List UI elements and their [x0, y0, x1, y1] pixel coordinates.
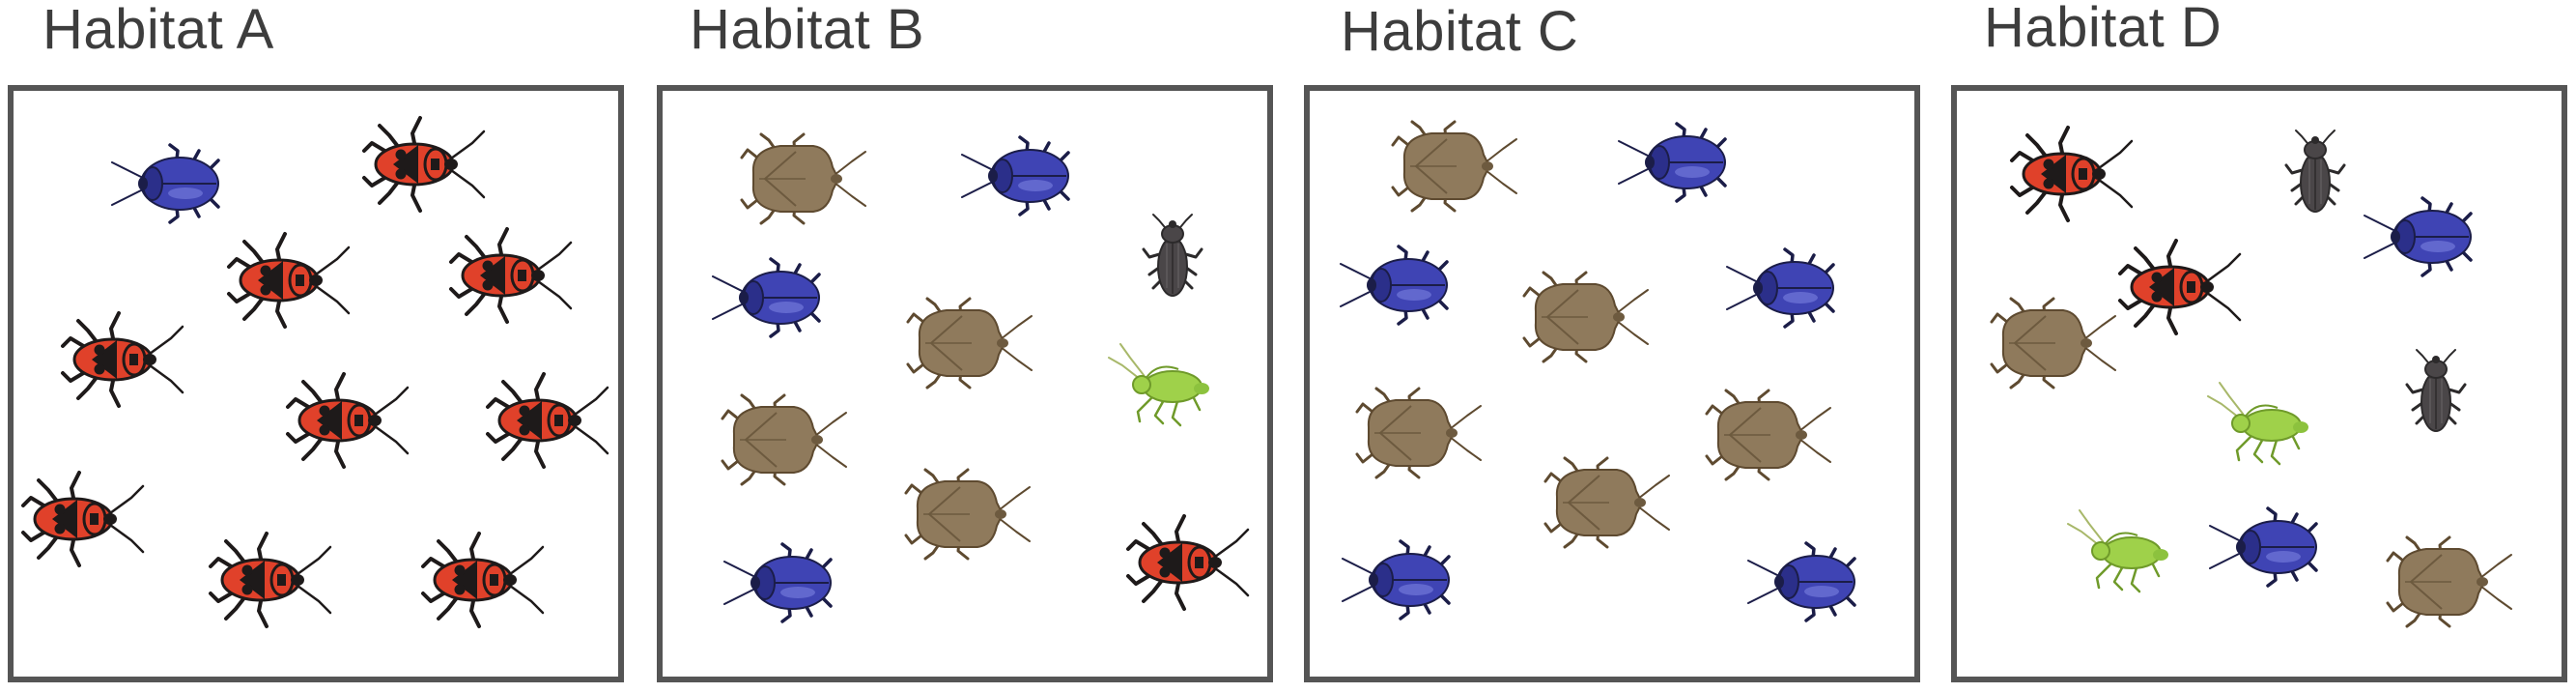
blue-beetle-insect — [1747, 541, 1856, 622]
firebug-insect — [1126, 514, 1250, 611]
firebug-insect — [362, 116, 486, 213]
stink-bug-insect — [904, 468, 1031, 561]
stink-bug-insect — [1355, 387, 1482, 479]
firebug-insect — [286, 372, 410, 469]
aphid-insect — [1108, 343, 1209, 427]
firebug-insect — [449, 227, 573, 324]
blue-beetle-insect — [712, 257, 821, 338]
firebug-insect — [2010, 126, 2134, 222]
habitat-c-insects — [1340, 120, 1856, 622]
blue-beetle-insect — [2209, 506, 2318, 588]
blue-beetle-insect — [1342, 539, 1451, 621]
habitat-b-insects — [712, 132, 1250, 623]
aphid-insect — [2067, 509, 2168, 593]
blue-beetle-insect — [723, 542, 833, 623]
stink-bug-insect — [1391, 120, 1517, 213]
stink-bug-insect — [1543, 456, 1670, 549]
blue-beetle-insect — [961, 135, 1070, 217]
habitat-c-title: Habitat C — [1341, 0, 1579, 63]
stink-bug-insect — [1522, 271, 1649, 363]
stink-bug-insect — [1990, 297, 2116, 390]
firebug-insect — [2118, 239, 2242, 335]
firebug-insect — [209, 532, 332, 628]
firebug-insect — [421, 532, 545, 628]
stink-bug-insect — [2386, 535, 2512, 628]
aphid-insect — [2207, 382, 2308, 466]
habitat-d-title: Habitat D — [1984, 0, 2222, 59]
habitat-a-panel — [8, 85, 624, 682]
habitat-d-insects — [1990, 126, 2512, 628]
firebug-insect — [486, 372, 609, 469]
stink-bug-insect — [740, 132, 866, 225]
habitat-a-insects — [21, 116, 609, 628]
blue-beetle-insect — [111, 143, 220, 224]
stink-bug-insect — [1705, 389, 1831, 481]
blue-beetle-insect — [1340, 245, 1449, 326]
weevil-insect — [2405, 349, 2467, 432]
blue-beetle-insect — [1618, 122, 1727, 203]
habitat-a-title: Habitat A — [42, 0, 274, 61]
firebug-insect — [227, 232, 351, 329]
stink-bug-insect — [721, 393, 847, 486]
firebug-insect — [21, 471, 145, 567]
blue-beetle-insect — [1726, 247, 1835, 329]
weevil-insect — [2284, 130, 2346, 213]
habitat-b-title: Habitat B — [690, 0, 925, 61]
stink-bug-insect — [906, 297, 1033, 390]
blue-beetle-insect — [2364, 196, 2473, 277]
weevil-insect — [1142, 214, 1203, 297]
firebug-insect — [61, 311, 184, 408]
